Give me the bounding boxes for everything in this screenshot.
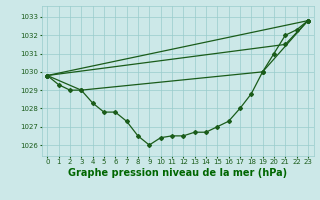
X-axis label: Graphe pression niveau de la mer (hPa): Graphe pression niveau de la mer (hPa) bbox=[68, 168, 287, 178]
